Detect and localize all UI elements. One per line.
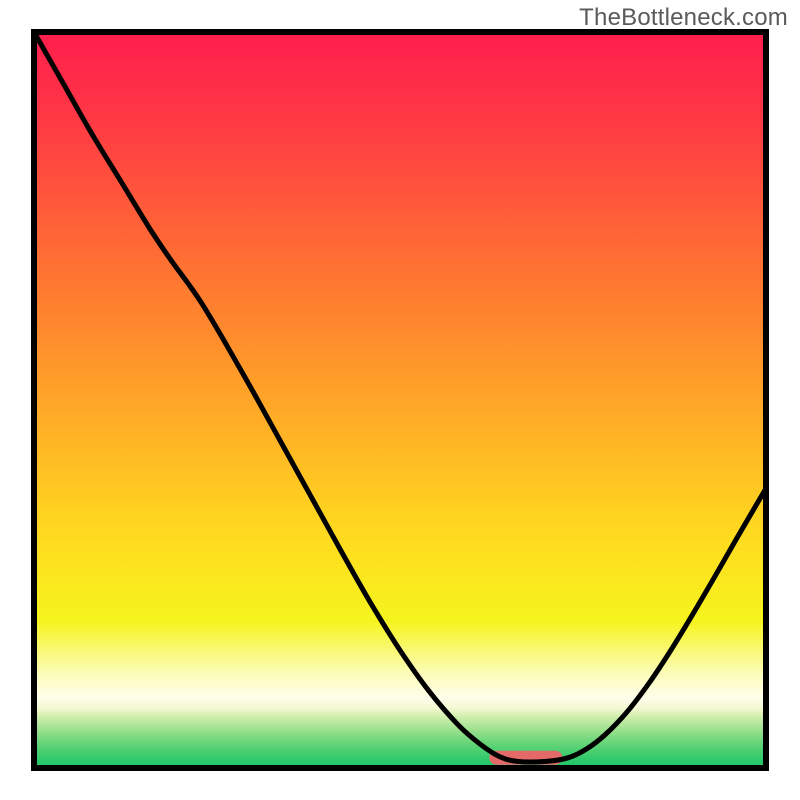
chart-background-gradient [34,32,766,768]
watermark-text: TheBottleneck.com [579,4,788,32]
bottleneck-chart: TheBottleneck.com [0,0,800,800]
chart-svg [0,0,800,800]
